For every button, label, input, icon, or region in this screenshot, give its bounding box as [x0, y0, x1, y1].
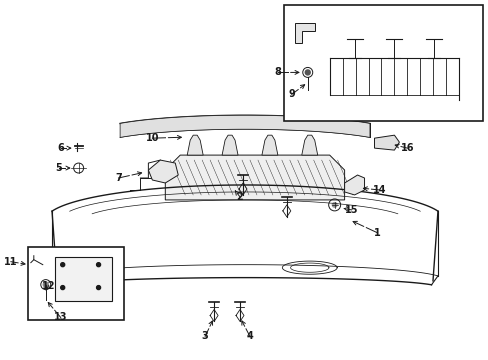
- Polygon shape: [262, 135, 277, 155]
- Text: 15: 15: [344, 205, 358, 215]
- Polygon shape: [301, 135, 317, 155]
- Text: 13: 13: [54, 312, 67, 323]
- Text: 6: 6: [57, 143, 64, 153]
- Polygon shape: [374, 135, 399, 150]
- Circle shape: [96, 285, 101, 289]
- Text: 1: 1: [373, 228, 380, 238]
- Text: 3: 3: [202, 332, 208, 341]
- Text: 11: 11: [4, 257, 18, 267]
- FancyBboxPatch shape: [28, 247, 124, 320]
- Text: 14: 14: [372, 185, 386, 195]
- Text: 9: 9: [288, 89, 295, 99]
- Polygon shape: [148, 160, 178, 183]
- Text: 5: 5: [55, 163, 62, 173]
- Circle shape: [61, 263, 64, 267]
- Text: 4: 4: [246, 332, 253, 341]
- Circle shape: [331, 202, 337, 208]
- Text: 12: 12: [42, 280, 56, 291]
- Circle shape: [96, 263, 101, 267]
- Circle shape: [305, 70, 309, 75]
- Text: 2: 2: [236, 192, 243, 202]
- Polygon shape: [165, 155, 344, 200]
- Text: 10: 10: [145, 133, 159, 143]
- Polygon shape: [344, 175, 364, 195]
- Polygon shape: [120, 115, 369, 138]
- Text: 7: 7: [115, 173, 122, 183]
- Text: 8: 8: [274, 67, 281, 77]
- Text: 16: 16: [400, 143, 413, 153]
- FancyBboxPatch shape: [55, 257, 111, 301]
- Circle shape: [61, 285, 64, 289]
- Polygon shape: [294, 23, 314, 42]
- FancyBboxPatch shape: [283, 5, 482, 121]
- Circle shape: [43, 282, 48, 287]
- Polygon shape: [222, 135, 238, 155]
- Polygon shape: [187, 135, 203, 155]
